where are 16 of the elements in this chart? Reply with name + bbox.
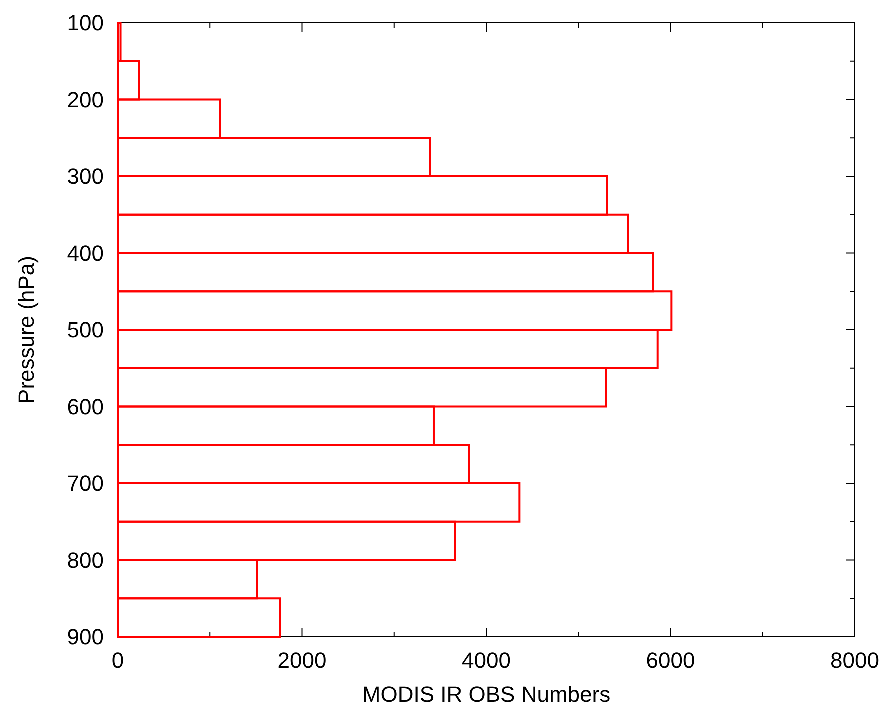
x-tick-label: 8000 bbox=[830, 648, 880, 673]
y-tick-label: 500 bbox=[67, 318, 104, 343]
x-axis-title: MODIS IR OBS Numbers bbox=[362, 682, 611, 707]
y-tick-label: 800 bbox=[67, 548, 104, 573]
y-axis-title: Pressure (hPa) bbox=[14, 256, 39, 404]
x-tick-label: 2000 bbox=[278, 648, 327, 673]
y-tick-label: 200 bbox=[67, 87, 104, 112]
y-tick-label: 100 bbox=[67, 10, 104, 36]
y-tick-label: 600 bbox=[67, 394, 104, 420]
x-tick-label: 4000 bbox=[462, 648, 511, 673]
x-tick-label: 0 bbox=[112, 648, 124, 673]
y-tick-label: 400 bbox=[67, 240, 104, 266]
y-tick-label: 700 bbox=[67, 471, 104, 496]
x-tick-label: 6000 bbox=[646, 648, 696, 673]
y-tick-label: 300 bbox=[67, 164, 104, 190]
y-tick-label: 900 bbox=[67, 624, 104, 650]
